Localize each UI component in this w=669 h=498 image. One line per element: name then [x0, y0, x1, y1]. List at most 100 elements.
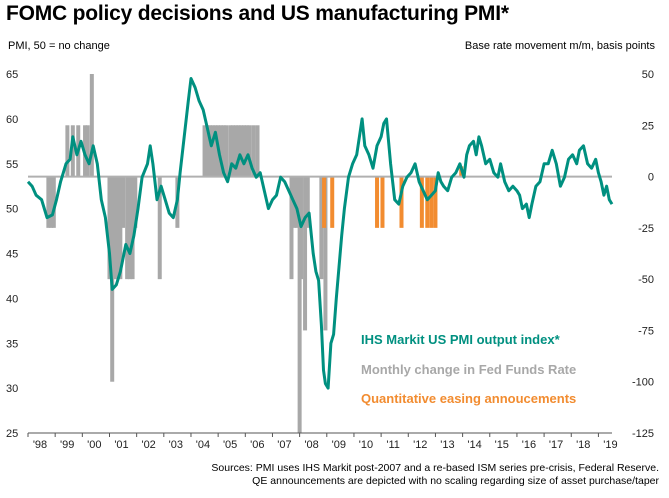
- right-tick-label: 50: [642, 69, 654, 81]
- x-tick-label: '14: [467, 439, 481, 451]
- x-tick-label: '99: [60, 439, 74, 451]
- fed-bar: [244, 125, 249, 177]
- x-tick-label: '17: [549, 439, 563, 451]
- left-tick-label: 35: [6, 338, 18, 350]
- x-tick-label: '06: [250, 439, 264, 451]
- fed-bar: [294, 176, 299, 228]
- fed-bar: [247, 125, 252, 177]
- fed-bar: [319, 176, 324, 280]
- right-axis: 50 25 0 -25 -50 -75 -100 -125: [632, 69, 654, 440]
- legend: IHS Markit US PMI output index* Monthly …: [361, 332, 576, 406]
- x-tick-label: '08: [304, 439, 318, 451]
- right-tick-label: -125: [632, 428, 654, 440]
- right-axis-label: Base rate movement m/m, basis points: [464, 40, 655, 52]
- fed-bar: [133, 176, 138, 228]
- qe-bar: [380, 176, 385, 228]
- qe-bar: [433, 176, 438, 228]
- x-tick-label: '10: [359, 439, 373, 451]
- fed-bar: [233, 125, 238, 177]
- x-tick-label: '19: [603, 439, 617, 451]
- fed-bar: [70, 125, 75, 177]
- source-line-2: QE announcements are depicted with no sc…: [252, 475, 659, 487]
- fed-bar: [207, 125, 212, 177]
- x-tick-label: '12: [413, 439, 427, 451]
- qe-bar: [425, 176, 430, 228]
- left-tick-label: 60: [6, 114, 18, 126]
- fed-bar: [210, 125, 215, 177]
- source-line-1: Sources: PMI uses IHS Markit post-2007 a…: [211, 462, 659, 474]
- x-tick-label: '18: [576, 439, 590, 451]
- fed-bar: [224, 125, 229, 177]
- right-tick-label: 0: [648, 172, 654, 184]
- x-tick-label: '98: [33, 439, 47, 451]
- left-tick-label: 25: [6, 428, 18, 440]
- fed-bar: [65, 125, 70, 177]
- fed-bar: [51, 176, 56, 228]
- x-tick-label: '03: [169, 439, 183, 451]
- fed-bar: [221, 125, 226, 177]
- fed-bars-group: [46, 74, 328, 434]
- left-axis: 25 30 35 40 45 50 55 60 65: [6, 69, 18, 440]
- fed-bar: [239, 125, 244, 177]
- fed-bar: [46, 176, 51, 228]
- x-tick-label: '05: [223, 439, 237, 451]
- left-axis-label: PMI, 50 = no change: [8, 40, 110, 52]
- fed-bar: [323, 176, 328, 331]
- fed-bar: [213, 125, 218, 177]
- fed-bar: [125, 176, 130, 280]
- x-tick-label: '09: [332, 439, 346, 451]
- left-tick-label: 40: [6, 293, 18, 305]
- fed-bar: [115, 176, 120, 280]
- left-tick-label: 45: [6, 249, 18, 261]
- right-tick-label: -25: [638, 223, 654, 235]
- right-tick-label: -100: [632, 377, 654, 389]
- x-tick-label: '02: [141, 439, 155, 451]
- qe-bar: [399, 176, 404, 228]
- x-tick-label: '04: [196, 439, 210, 451]
- right-tick-label: -50: [638, 274, 654, 286]
- x-tick-label: '00: [87, 439, 101, 451]
- fed-bar: [303, 176, 308, 331]
- fed-bar: [241, 125, 246, 177]
- fed-bar: [305, 176, 310, 228]
- fed-bar: [157, 176, 162, 280]
- pmi-line-layer: [26, 77, 614, 390]
- fed-bar: [89, 74, 94, 177]
- qe-bar: [322, 176, 327, 228]
- fed-bar: [297, 176, 302, 434]
- legend-pmi: IHS Markit US PMI output index*: [361, 332, 561, 347]
- right-tick-label: 25: [642, 120, 654, 132]
- fed-bar: [130, 176, 135, 280]
- right-tick-label: -75: [638, 325, 654, 337]
- legend-qe: Quantitative easing annoucements: [361, 391, 576, 406]
- x-tick-label: '15: [495, 439, 509, 451]
- chart-title: FOMC policy decisions and US manufacturi…: [6, 2, 509, 25]
- x-tick-label: '07: [277, 439, 291, 451]
- fed-bar: [85, 125, 90, 177]
- x-tick-label: '16: [522, 439, 536, 451]
- x-tick-label: '13: [440, 439, 454, 451]
- left-tick-label: 30: [6, 383, 18, 395]
- fed-bar: [118, 176, 123, 280]
- x-tick-label: '11: [386, 439, 400, 451]
- fed-bar: [231, 125, 236, 177]
- source-note: Sources: PMI uses IHS Markit post-2007 a…: [211, 462, 659, 488]
- fed-bar: [202, 125, 207, 177]
- fed-bar: [255, 125, 260, 177]
- x-axis: '98 '99 '00 '01 '02 '03 '04 '05 '06 '07 '08 '09 '10 '…: [27, 432, 618, 451]
- fed-bar: [289, 176, 294, 280]
- fed-bar: [127, 176, 132, 280]
- left-tick-label: 55: [6, 159, 18, 171]
- fed-bar: [236, 125, 241, 177]
- fed-bar: [121, 176, 126, 228]
- qe-bar: [429, 176, 434, 228]
- fed-bar: [107, 176, 112, 280]
- fed-bar: [228, 125, 233, 177]
- pmi-line: [26, 77, 614, 390]
- left-tick-label: 50: [6, 204, 18, 216]
- x-tick-label: '01: [114, 439, 128, 451]
- fed-bar: [205, 125, 210, 177]
- fed-bar: [251, 125, 256, 177]
- qe-bar: [375, 176, 380, 228]
